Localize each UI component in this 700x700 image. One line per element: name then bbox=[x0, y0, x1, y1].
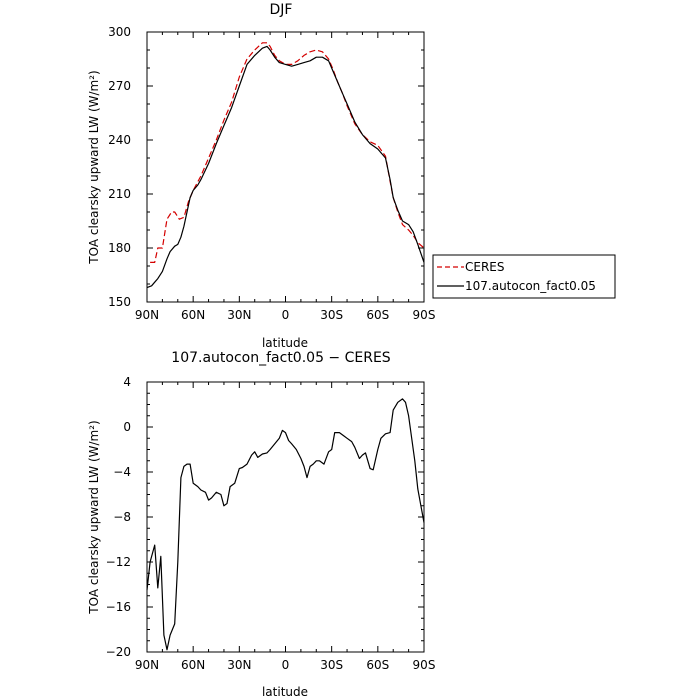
x-tick-label: 90S bbox=[413, 308, 436, 322]
ceres-series-line bbox=[150, 42, 425, 263]
top-plot-frame bbox=[146, 31, 425, 303]
x-tick-label: 60N bbox=[181, 308, 205, 322]
y-tick-label: −4 bbox=[113, 465, 131, 479]
y-tick-label: 210 bbox=[108, 187, 131, 201]
y-tick-label: 240 bbox=[108, 133, 131, 147]
x-tick-label: 60S bbox=[366, 308, 389, 322]
top-panel: DJF 90N 60N 30N 0 30S 60S 90S 150 180 210 240 270 3… bbox=[87, 2, 435, 350]
bottom-plot-frame bbox=[146, 381, 425, 653]
x-tick-label: 30N bbox=[227, 658, 251, 672]
difference-series-line bbox=[146, 398, 425, 651]
bottom-panel: 107.autocon_fact0.05 − CERES 90N 60N 30N 0 3… bbox=[87, 350, 435, 699]
x-tick-label: 60S bbox=[366, 658, 389, 672]
y-tick-label: 0 bbox=[123, 420, 131, 434]
top-series bbox=[146, 42, 425, 289]
y-tick-label: −16 bbox=[106, 600, 131, 614]
x-tick-label: 90N bbox=[135, 658, 159, 672]
top-ticks bbox=[146, 31, 425, 303]
x-tick-label: 30S bbox=[320, 308, 343, 322]
y-tick-label: −12 bbox=[106, 555, 131, 569]
top-title: DJF bbox=[270, 2, 293, 18]
bottom-title: 107.autocon_fact0.05 − CERES bbox=[171, 350, 391, 366]
legend-label-ceres: CERES bbox=[465, 260, 505, 274]
legend-box bbox=[432, 254, 616, 299]
y-tick-label: 180 bbox=[108, 241, 131, 255]
bottom-y-tick-labels: −20 −16 −12 −8 −4 0 4 bbox=[106, 375, 131, 659]
y-tick-label: −8 bbox=[113, 510, 131, 524]
bottom-series bbox=[146, 398, 425, 651]
top-x-axis-label: latitude bbox=[262, 336, 308, 350]
y-tick-label: −20 bbox=[106, 645, 131, 659]
x-tick-label: 60N bbox=[181, 658, 205, 672]
y-tick-label: 4 bbox=[123, 375, 131, 389]
top-x-tick-labels: 90N 60N 30N 0 30S 60S 90S bbox=[135, 308, 436, 322]
bottom-x-tick-labels: 90N 60N 30N 0 30S 60S 90S bbox=[135, 658, 436, 672]
top-y-axis-label: TOA clearsky upward LW (W/m²) bbox=[87, 70, 101, 264]
top-y-tick-labels: 150 180 210 240 270 300 bbox=[108, 25, 131, 309]
bottom-y-axis-label: TOA clearsky upward LW (W/m²) bbox=[87, 420, 101, 614]
bottom-ticks bbox=[146, 381, 425, 653]
y-tick-label: 270 bbox=[108, 79, 131, 93]
x-tick-label: 30S bbox=[320, 658, 343, 672]
x-tick-label: 90S bbox=[413, 658, 436, 672]
x-tick-label: 90N bbox=[135, 308, 159, 322]
107-autocon-fact0-05-series-line bbox=[146, 45, 425, 289]
x-tick-label: 0 bbox=[282, 658, 290, 672]
legend: CERES 107.autocon_fact0.05 bbox=[432, 254, 616, 299]
x-tick-label: 0 bbox=[282, 308, 290, 322]
y-tick-label: 150 bbox=[108, 295, 131, 309]
x-tick-label: 30N bbox=[227, 308, 251, 322]
legend-label-model: 107.autocon_fact0.05 bbox=[465, 279, 596, 293]
y-tick-label: 300 bbox=[108, 25, 131, 39]
bottom-x-axis-label: latitude bbox=[262, 685, 308, 699]
